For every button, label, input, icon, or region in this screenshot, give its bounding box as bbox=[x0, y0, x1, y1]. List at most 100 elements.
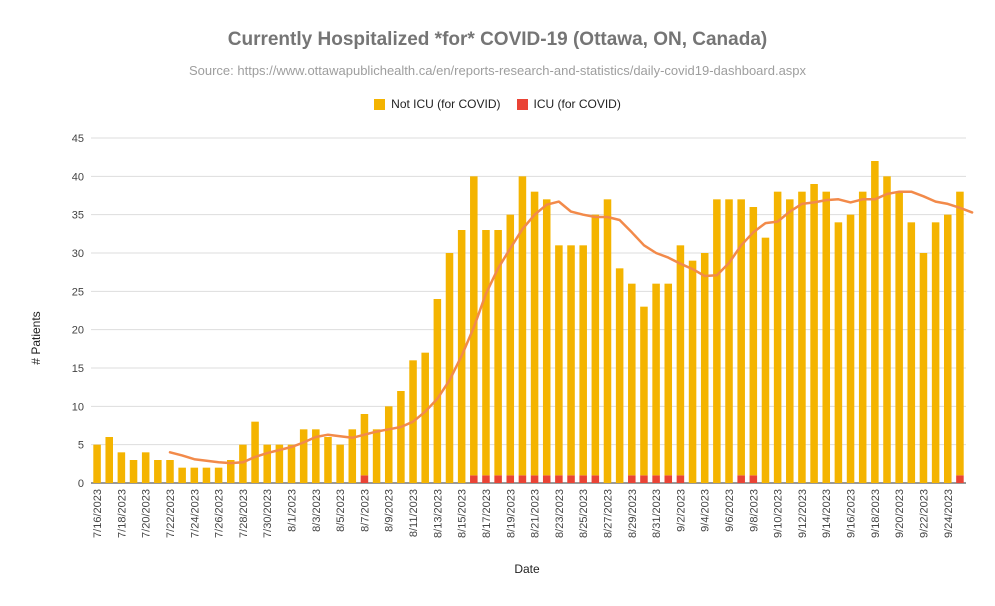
x-tick-label: 9/22/2023 bbox=[919, 489, 931, 538]
bar-not-icu bbox=[530, 191, 539, 476]
bar-not-icu bbox=[154, 460, 162, 483]
legend-item-not-icu: Not ICU (for COVID) bbox=[374, 97, 501, 111]
bar-not-icu bbox=[798, 191, 806, 483]
x-tick-label: 9/6/2023 bbox=[724, 489, 736, 532]
x-tick-label: 8/13/2023 bbox=[432, 489, 444, 538]
trend-line bbox=[168, 190, 974, 465]
x-tick-label: 8/29/2023 bbox=[627, 489, 639, 538]
y-tick-label: 15 bbox=[72, 363, 84, 375]
bar-not-icu bbox=[895, 191, 903, 483]
bar-icu bbox=[579, 475, 587, 483]
bar-icu bbox=[664, 475, 673, 483]
bar-icu bbox=[676, 475, 685, 483]
x-tick-label: 8/27/2023 bbox=[603, 489, 615, 538]
axis-layer: 0 5 10 15 20 25 30 35 40 45 7/16/2023 7/18/2023 7/20… bbox=[72, 133, 955, 538]
bar-not-icu bbox=[749, 207, 758, 476]
bar-not-icu bbox=[919, 253, 928, 483]
x-tick-label: 8/3/2023 bbox=[311, 489, 323, 532]
x-tick-label: 7/16/2023 bbox=[92, 489, 104, 538]
bar-not-icu bbox=[312, 429, 320, 483]
x-tick-label: 9/14/2023 bbox=[821, 489, 833, 538]
bar-not-icu bbox=[628, 283, 636, 476]
bar-not-icu bbox=[761, 237, 770, 483]
legend-label-not-icu: Not ICU (for COVID) bbox=[391, 97, 501, 111]
bar-icu bbox=[482, 475, 490, 483]
bar-icu bbox=[640, 475, 648, 483]
bar-not-icu bbox=[287, 444, 296, 483]
y-tick-label: 35 bbox=[72, 210, 84, 222]
bar-not-icu bbox=[786, 199, 794, 484]
y-tick-label: 10 bbox=[72, 401, 84, 413]
bar-not-icu bbox=[299, 429, 308, 483]
bar-not-icu bbox=[944, 214, 952, 483]
bar-not-icu bbox=[141, 452, 150, 483]
x-tick-label: 8/17/2023 bbox=[481, 489, 493, 538]
bar-icu bbox=[360, 475, 369, 483]
y-tick-label: 25 bbox=[72, 286, 84, 298]
y-tick-label: 20 bbox=[72, 325, 84, 337]
x-tick-label: 9/8/2023 bbox=[748, 489, 760, 532]
bar-icu bbox=[518, 475, 527, 483]
legend-label-icu: ICU (for COVID) bbox=[533, 97, 621, 111]
bar-icu bbox=[591, 475, 600, 483]
legend-swatch-icu bbox=[516, 98, 528, 110]
y-tick-label: 30 bbox=[72, 248, 84, 260]
x-tick-label: 8/15/2023 bbox=[457, 489, 469, 538]
chart-title: Currently Hospitalized *for* COVID-19 (O… bbox=[227, 29, 768, 50]
bar-not-icu bbox=[664, 283, 673, 476]
x-tick-label: 9/24/2023 bbox=[943, 489, 955, 538]
bar-not-icu bbox=[688, 260, 697, 483]
bar-icu bbox=[652, 475, 660, 483]
bar-not-icu bbox=[737, 199, 745, 476]
bar-not-icu bbox=[433, 299, 442, 483]
bar-not-icu bbox=[226, 460, 235, 483]
bar-not-icu bbox=[348, 429, 357, 483]
x-axis-label: Date bbox=[514, 562, 540, 576]
bar-not-icu bbox=[263, 444, 271, 483]
bar-icu bbox=[737, 475, 745, 483]
bar-not-icu bbox=[883, 176, 891, 484]
bar-icu bbox=[956, 475, 964, 483]
x-tick-label: 7/26/2023 bbox=[214, 489, 226, 538]
bar-not-icu bbox=[773, 191, 782, 483]
bar-not-icu bbox=[858, 191, 867, 483]
y-tick-label: 45 bbox=[72, 133, 84, 145]
bar-not-icu bbox=[652, 283, 660, 476]
x-tick-label: 9/16/2023 bbox=[846, 489, 858, 538]
bar-not-icu bbox=[397, 391, 405, 483]
bar-layer bbox=[93, 161, 964, 484]
chart-legend: Not ICU (for COVID) ICU (for COVID) bbox=[0, 97, 995, 111]
bar-not-icu bbox=[956, 191, 964, 476]
x-tick-label: 9/18/2023 bbox=[870, 489, 882, 538]
bar-not-icu bbox=[275, 444, 284, 483]
legend-swatch-not-icu bbox=[374, 98, 386, 110]
x-tick-label: 8/21/2023 bbox=[530, 489, 542, 538]
bar-not-icu bbox=[336, 444, 344, 483]
bar-not-icu bbox=[907, 222, 916, 484]
bar-not-icu bbox=[810, 184, 818, 483]
bar-icu bbox=[470, 475, 478, 483]
bar-not-icu bbox=[555, 245, 563, 476]
bar-not-icu bbox=[567, 245, 575, 476]
bar-icu bbox=[530, 475, 539, 483]
bar-not-icu bbox=[676, 245, 685, 476]
bar-not-icu bbox=[105, 437, 113, 483]
bar-not-icu bbox=[603, 199, 612, 484]
y-tick-label: 5 bbox=[78, 440, 84, 452]
bar-not-icu bbox=[214, 467, 223, 483]
x-tick-label: 8/19/2023 bbox=[505, 489, 517, 538]
bar-not-icu bbox=[202, 467, 211, 483]
bar-icu bbox=[542, 475, 551, 483]
bar-not-icu bbox=[579, 245, 587, 476]
x-tick-label: 7/18/2023 bbox=[116, 489, 128, 538]
bar-not-icu bbox=[384, 406, 393, 483]
bar-not-icu bbox=[324, 437, 332, 483]
x-tick-label: 8/5/2023 bbox=[335, 489, 347, 532]
bar-icu bbox=[749, 475, 758, 483]
bar-icu bbox=[555, 475, 563, 483]
chart-subtitle: Source: https://www.ottawapublichealth.c… bbox=[188, 63, 807, 78]
y-tick-label: 0 bbox=[78, 478, 84, 490]
bar-not-icu bbox=[518, 176, 527, 476]
x-tick-label: 8/31/2023 bbox=[651, 489, 663, 538]
